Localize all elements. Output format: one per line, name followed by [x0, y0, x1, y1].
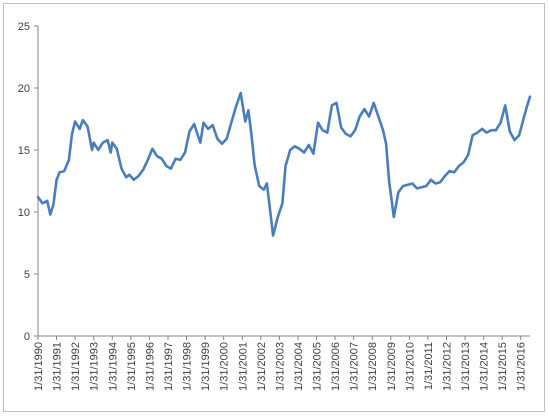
x-tick-label: 1/31/1991	[52, 342, 64, 391]
x-tick-label: 1/31/2000	[219, 342, 231, 391]
x-tick-label: 1/31/1998	[182, 342, 194, 391]
x-tick-label: 1/31/2013	[460, 342, 472, 391]
y-tick-label: 5	[24, 269, 30, 281]
x-tick-label: 1/31/2016	[516, 342, 528, 391]
x-tick-label: 1/31/1992	[70, 342, 82, 391]
x-tick-label: 1/31/2015	[497, 342, 509, 391]
y-tick-label: 20	[18, 83, 30, 95]
y-tick-label: 25	[18, 21, 30, 33]
x-tick-label: 1/31/2007	[349, 342, 361, 391]
x-tick-label: 1/31/1990	[33, 342, 45, 391]
x-tick-label: 1/31/2004	[293, 342, 305, 391]
y-tick-label: 10	[18, 207, 30, 219]
series-line	[36, 91, 532, 237]
x-tick-label: 1/31/2014	[479, 342, 491, 391]
x-tick-label: 1/31/1994	[107, 342, 119, 391]
x-tick-label: 1/31/2003	[274, 342, 286, 391]
x-tick-label: 1/31/2005	[312, 342, 324, 391]
x-tick-label: 1/31/1999	[200, 342, 212, 391]
x-tick-label: 1/31/2006	[330, 342, 342, 391]
x-tick-label: 1/31/2009	[386, 342, 398, 391]
y-tick-label: 0	[24, 331, 30, 343]
x-tick-label: 1/31/2001	[237, 342, 249, 391]
x-tick-label: 1/31/1996	[144, 342, 156, 391]
x-tick-label: 1/31/1997	[163, 342, 175, 391]
x-tick-label: 1/31/2002	[256, 342, 268, 391]
chart-area	[3, 3, 545, 412]
x-tick-label: 1/31/1995	[126, 342, 138, 391]
x-tick-label: 1/31/2012	[441, 342, 453, 391]
x-tick-label: 1/31/1993	[89, 342, 101, 391]
x-tick-label: 1/31/2011	[423, 342, 435, 390]
y-tick-label: 15	[18, 145, 30, 157]
x-tick-label: 1/31/2008	[367, 342, 379, 391]
x-tick-label: 1/31/2010	[404, 342, 416, 391]
